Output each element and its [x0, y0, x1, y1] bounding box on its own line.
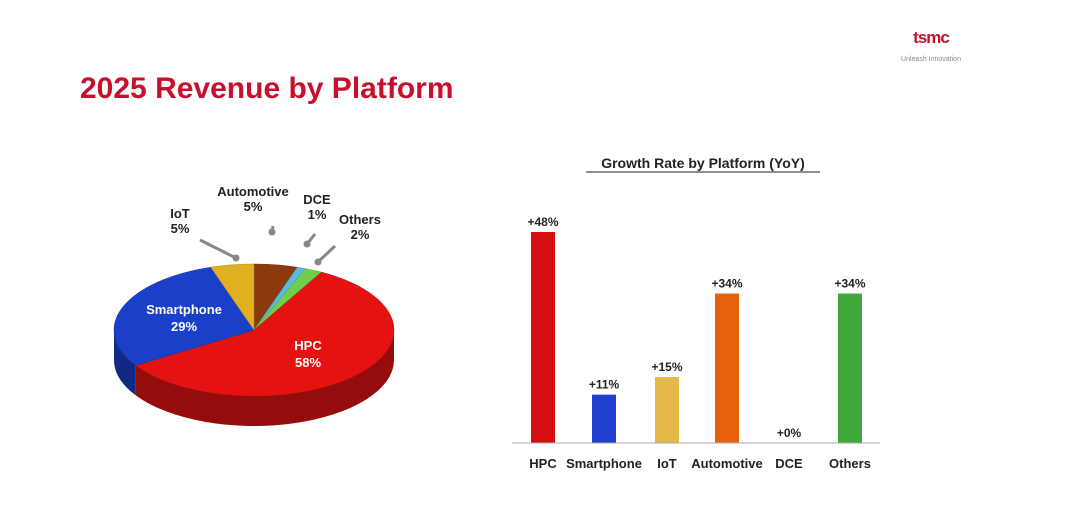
bar-value-others: +34% — [834, 277, 865, 291]
pie-value-dce: 1% — [308, 207, 327, 222]
pie-label-iot: IoT — [170, 206, 190, 221]
bar-value-hpc: +48% — [527, 215, 558, 229]
pie-side-hpc — [135, 330, 394, 426]
pie-slice-hpc — [135, 271, 395, 397]
pie-side-smartphone — [114, 330, 136, 396]
bar-value-automotive: +34% — [711, 277, 742, 291]
pie-slice-smartphone — [113, 266, 255, 366]
leader-dot-dce — [303, 240, 311, 248]
tsmc-logo: tsmc Unleash Innovation — [886, 24, 976, 63]
leader-dot-iot — [232, 254, 240, 262]
bar-iot — [655, 377, 679, 443]
pie-value-smartphone: 29% — [171, 319, 197, 334]
pie-value-iot: 5% — [171, 221, 190, 236]
leader-line-others — [316, 244, 337, 264]
bar-value-dce: +0% — [777, 426, 802, 440]
leader-dot-automotive — [268, 228, 276, 236]
pie-value-automotive: 5% — [244, 199, 263, 214]
bar-automotive — [715, 293, 739, 443]
x-tick-automotive: Automotive — [691, 456, 763, 471]
logo-tagline: Unleash Innovation — [901, 56, 961, 63]
leader-line-iot — [199, 238, 237, 260]
bar-smartphone — [592, 394, 616, 443]
bar-value-iot: +15% — [651, 360, 682, 374]
pie-label-others: Others — [339, 212, 381, 227]
bar-hpc — [531, 232, 555, 443]
pie-label-dce: DCE — [303, 192, 331, 207]
x-tick-iot: IoT — [657, 456, 677, 471]
logo-wordmark: tsmc — [913, 28, 950, 47]
pie-label-hpc: HPC — [294, 338, 322, 353]
bar-value-smartphone: +11% — [589, 378, 620, 392]
x-tick-others: Others — [829, 456, 871, 471]
pie-label-smartphone: Smartphone — [146, 302, 222, 317]
pie-slice-iot — [210, 263, 255, 331]
x-tick-smartphone: Smartphone — [566, 456, 642, 471]
pie-value-others: 2% — [351, 227, 370, 242]
x-tick-hpc: HPC — [529, 456, 557, 471]
x-tick-dce: DCE — [775, 456, 803, 471]
bar-others — [838, 293, 862, 443]
page-title: 2025 Revenue by Platform — [80, 72, 454, 105]
leader-dot-others — [314, 258, 322, 266]
pie-label-automotive: Automotive — [217, 184, 289, 199]
pie-value-hpc: 58% — [295, 355, 321, 370]
bar-chart-title: Growth Rate by Platform (YoY) — [601, 155, 805, 171]
